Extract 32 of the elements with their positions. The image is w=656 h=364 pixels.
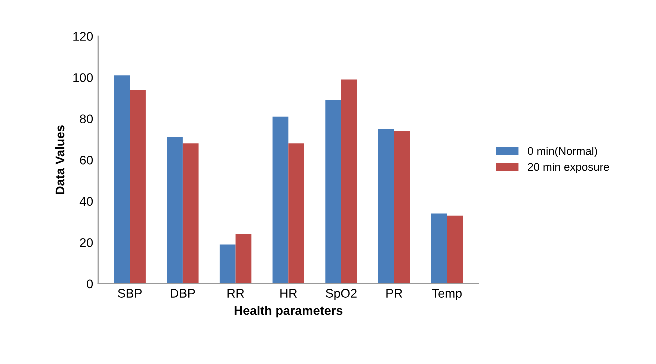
bar	[378, 129, 394, 284]
y-axis-title: Data Values	[55, 126, 65, 194]
y-tick-label: 80	[80, 114, 94, 124]
x-tick-label: SBP	[118, 289, 142, 298]
x-tick-label: SpO2	[326, 289, 357, 300]
bar	[182, 144, 199, 284]
bar	[341, 80, 358, 284]
bar	[272, 116, 289, 284]
y-tick-label: 100	[74, 73, 94, 82]
bar	[220, 244, 236, 284]
legend-label: 20 min exposure	[528, 162, 610, 174]
bar	[288, 144, 304, 284]
x-tick-label: RR	[228, 289, 244, 298]
y-tick-label: 20	[80, 238, 94, 248]
y-tick-label: 60	[80, 156, 94, 165]
bar	[431, 214, 448, 284]
bar	[326, 100, 342, 284]
x-tick-label: PR	[386, 289, 402, 298]
x-tick-label: Temp	[432, 289, 462, 300]
bar	[447, 216, 464, 284]
bar	[236, 234, 252, 284]
y-tick-label: 0	[87, 280, 94, 289]
bar	[130, 90, 146, 284]
bar	[114, 76, 130, 284]
bar	[167, 137, 183, 284]
legend-label: 0 min(Normal)	[528, 147, 598, 158]
bar	[394, 131, 410, 284]
x-tick-label: HR	[280, 289, 298, 298]
x-tick-label: DBP	[171, 289, 196, 298]
x-axis-title: Health parameters	[234, 306, 343, 318]
y-tick-label: 120	[74, 32, 94, 42]
y-tick-label: 40	[80, 197, 94, 206]
